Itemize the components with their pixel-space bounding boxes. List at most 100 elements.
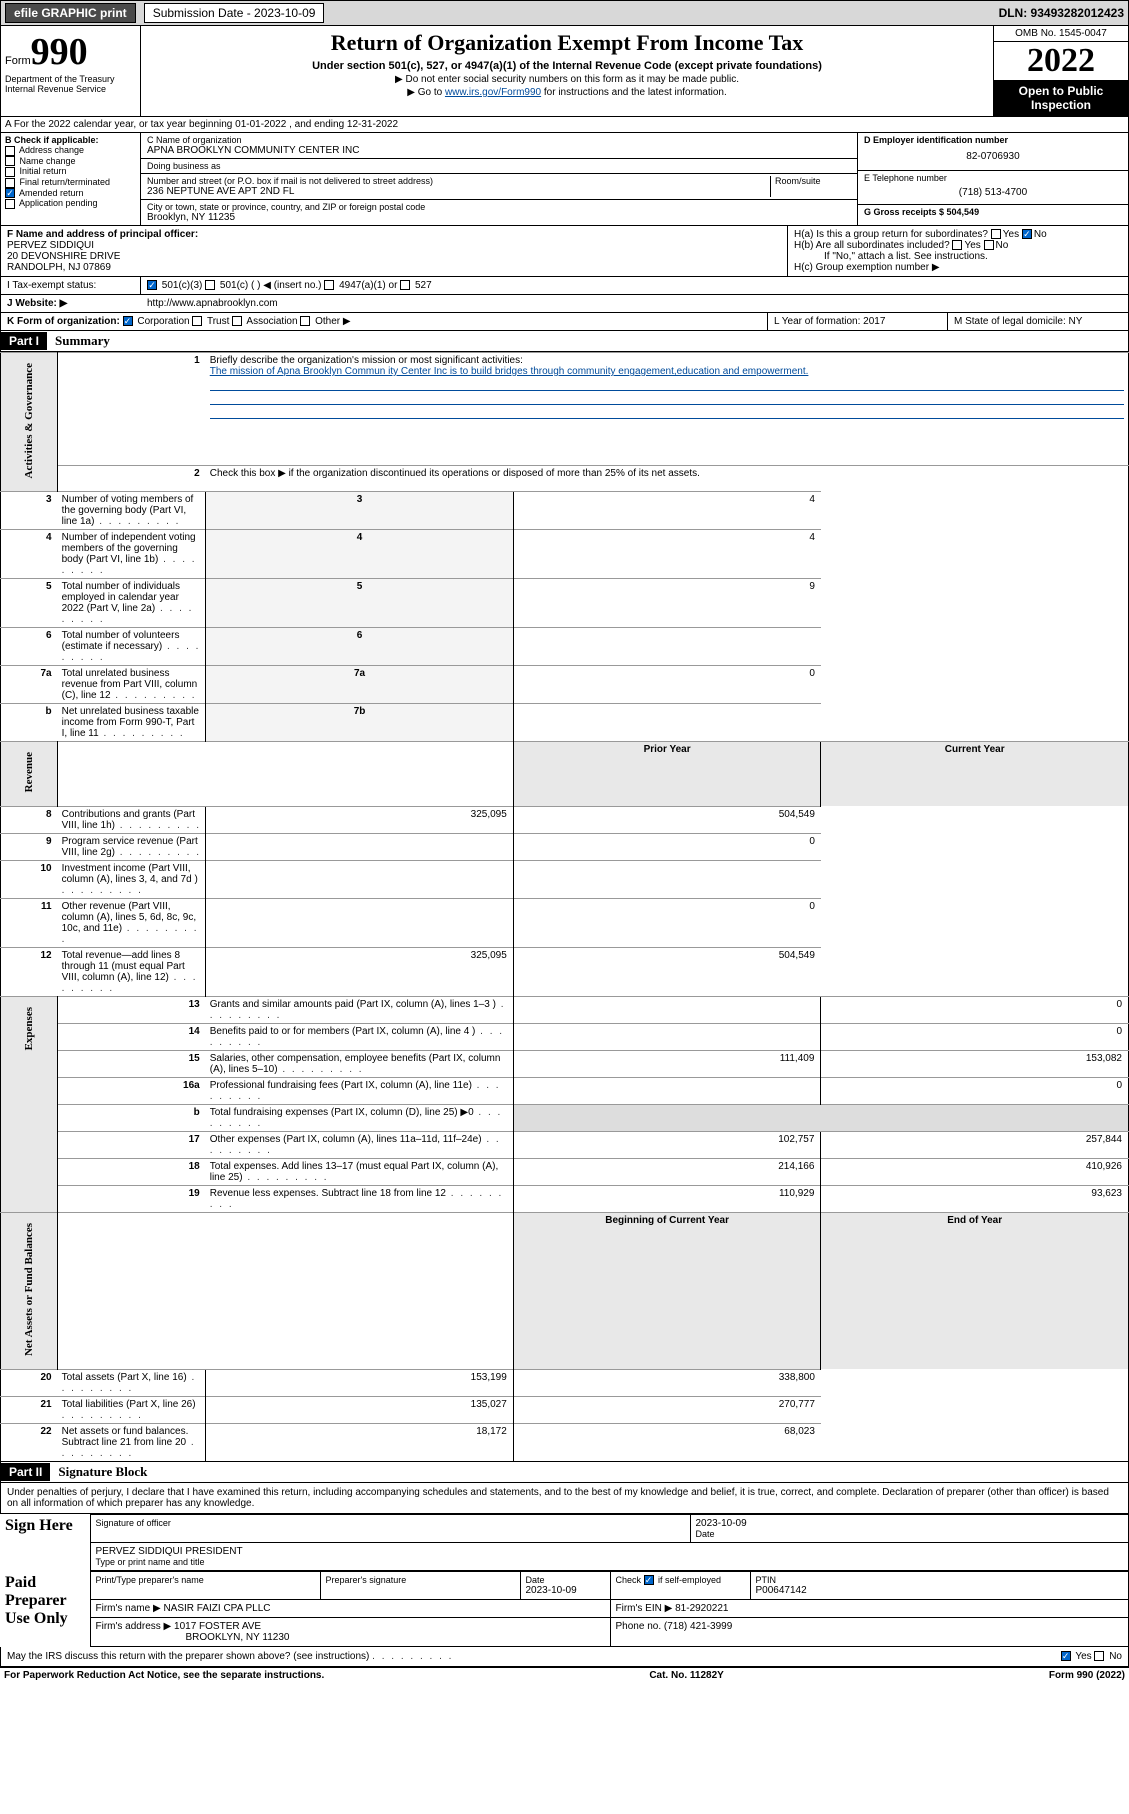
taxexempt-3[interactable] — [400, 280, 410, 290]
hb-note: If "No," attach a list. See instructions… — [794, 251, 1122, 262]
dept-treasury: Department of the Treasury Internal Reve… — [5, 74, 136, 94]
note2-pre: ▶ Go to — [407, 87, 445, 98]
colb-check-0[interactable] — [5, 146, 15, 156]
may-irs-text: May the IRS discuss this return with the… — [7, 1651, 369, 1662]
section-b-block: B Check if applicable: Address change Na… — [0, 133, 1129, 226]
mission-link[interactable]: The mission of Apna Brooklyn Commun ity … — [210, 366, 809, 377]
ha-no[interactable] — [1022, 229, 1032, 239]
firm-addr1: 1017 FOSTER AVE — [174, 1621, 261, 1632]
firm-ein-label: Firm's EIN ▶ — [616, 1603, 673, 1614]
form-num: 990 — [31, 31, 88, 73]
col-b-title: B Check if applicable: — [5, 135, 136, 145]
prior-year-hdr: Prior Year — [513, 742, 821, 806]
penalty-text: Under penalties of perjury, I declare th… — [0, 1483, 1129, 1514]
dba-label: Doing business as — [147, 161, 851, 171]
yes-label: Yes — [1003, 229, 1019, 240]
addr-value: 236 NEPTUNE AVE APT 2ND FL — [147, 186, 766, 197]
self-employed-check[interactable] — [644, 1575, 654, 1585]
gross-receipts: G Gross receipts $ 504,549 — [864, 207, 1122, 217]
section-fh: F Name and address of principal officer:… — [0, 226, 1129, 277]
form-header: Form990 Department of the Treasury Inter… — [0, 26, 1129, 117]
tax-exempt-opts: 501(c)(3) 501(c) ( ) ◀ (insert no.) 4947… — [141, 277, 1128, 294]
tel-label: E Telephone number — [864, 173, 1122, 183]
submission-date: Submission Date - 2023-10-09 — [144, 3, 325, 23]
year-formation: L Year of formation: 2017 — [768, 313, 948, 330]
side-gov: Activities & Governance — [23, 355, 35, 486]
prep-date-label: Date — [526, 1575, 605, 1585]
begin-year-hdr: Beginning of Current Year — [513, 1212, 821, 1369]
formorg-1[interactable] — [192, 316, 202, 326]
row-k: K Form of organization: Corporation Trus… — [0, 313, 1129, 331]
footer: For Paperwork Reduction Act Notice, see … — [0, 1667, 1129, 1683]
hb-label: H(b) Are all subordinates included? — [794, 240, 950, 251]
note2-post: for instructions and the latest informat… — [541, 87, 727, 98]
taxexempt-1[interactable] — [205, 280, 215, 290]
colb-check-4[interactable] — [5, 188, 15, 198]
check-self-label: Check — [616, 1575, 644, 1585]
colb-check-5[interactable] — [5, 199, 15, 209]
ha-yes[interactable] — [991, 229, 1001, 239]
hb-no[interactable] — [984, 240, 994, 250]
current-year-hdr: Current Year — [821, 742, 1129, 806]
form-word: Form — [5, 55, 31, 67]
ptin-value: P00647142 — [756, 1585, 1124, 1596]
type-name-label: Type or print name and title — [96, 1557, 1124, 1567]
colb-check-2[interactable] — [5, 167, 15, 177]
officer-printed: PERVEZ SIDDIQUI PRESIDENT — [96, 1546, 1124, 1557]
form-subtitle: Under section 501(c), 527, or 4947(a)(1)… — [149, 60, 985, 72]
firm-addr2: BROOKLYN, NY 11230 — [96, 1632, 290, 1643]
may-irs-no[interactable] — [1094, 1651, 1104, 1661]
officer-name: PERVEZ SIDDIQUI — [7, 240, 781, 251]
topbar: efile GRAPHIC print Submission Date - 20… — [0, 0, 1129, 26]
prep-sig-label: Preparer's signature — [326, 1575, 515, 1585]
form-number: Form990 — [5, 30, 136, 74]
side-rev: Revenue — [23, 744, 35, 800]
ha-row: H(a) Is this a group return for subordin… — [794, 229, 1122, 240]
part1-title: Summary — [47, 331, 118, 351]
part2-title: Signature Block — [50, 1462, 155, 1482]
side-net: Net Assets or Fund Balances — [23, 1215, 35, 1364]
firm-addr-label: Firm's address ▶ — [96, 1621, 172, 1632]
hb-row: H(b) Are all subordinates included? Yes … — [794, 240, 1122, 251]
note-link: ▶ Go to www.irs.gov/Form990 for instruct… — [149, 87, 985, 98]
colb-check-3[interactable] — [5, 178, 15, 188]
hb-yes[interactable] — [952, 240, 962, 250]
q2-text: Check this box ▶ if the organization dis… — [206, 466, 1129, 492]
formorg-3[interactable] — [300, 316, 310, 326]
room-label: Room/suite — [775, 176, 851, 186]
firm-phone-label: Phone no. — [616, 1621, 662, 1632]
dln: DLN: 93493282012423 — [999, 6, 1124, 20]
col-c: C Name of organization APNA BROOKLYN COM… — [141, 133, 858, 225]
ptin-label: PTIN — [756, 1575, 1124, 1585]
sig-officer-label: Signature of officer — [96, 1518, 685, 1528]
officer-label: F Name and address of principal officer: — [7, 229, 781, 240]
form-org-opts: K Form of organization: Corporation Trus… — [1, 313, 768, 330]
firm-name: NASIR FAIZI CPA PLLC — [163, 1603, 270, 1614]
footer-mid: Cat. No. 11282Y — [649, 1670, 723, 1681]
sig-date: 2023-10-09 — [696, 1518, 1124, 1529]
no3: No — [1109, 1651, 1122, 1662]
firm-ein: 81-2920221 — [675, 1603, 728, 1614]
colb-check-1[interactable] — [5, 156, 15, 166]
formorg-0[interactable] — [123, 316, 133, 326]
taxexempt-2[interactable] — [324, 280, 334, 290]
form-title: Return of Organization Exempt From Incom… — [149, 30, 985, 56]
may-irs-yes[interactable] — [1061, 1651, 1071, 1661]
website-label: J Website: ▶ — [1, 295, 141, 312]
yes-label2: Yes — [964, 240, 980, 251]
part2-badge: Part II — [1, 1463, 50, 1481]
tax-exempt-label: I Tax-exempt status: — [1, 277, 141, 294]
may-irs-row: May the IRS discuss this return with the… — [0, 1647, 1129, 1667]
ein-label: D Employer identification number — [864, 135, 1122, 145]
city-value: Brooklyn, NY 11235 — [147, 212, 851, 223]
efile-print-btn[interactable]: efile GRAPHIC print — [5, 3, 136, 23]
sign-here-label: Sign Here — [0, 1514, 90, 1570]
taxexempt-0[interactable] — [147, 280, 157, 290]
footer-right: Form 990 (2022) — [1049, 1670, 1125, 1681]
formorg-2[interactable] — [232, 316, 242, 326]
officer-addr2: RANDOLPH, NJ 07869 — [7, 262, 781, 273]
addr-label: Number and street (or P.O. box if mail i… — [147, 176, 766, 186]
part2-header: Part II Signature Block — [0, 1462, 1129, 1483]
irs-link[interactable]: www.irs.gov/Form990 — [445, 87, 541, 98]
paid-prep-label: Paid Preparer Use Only — [0, 1571, 90, 1646]
